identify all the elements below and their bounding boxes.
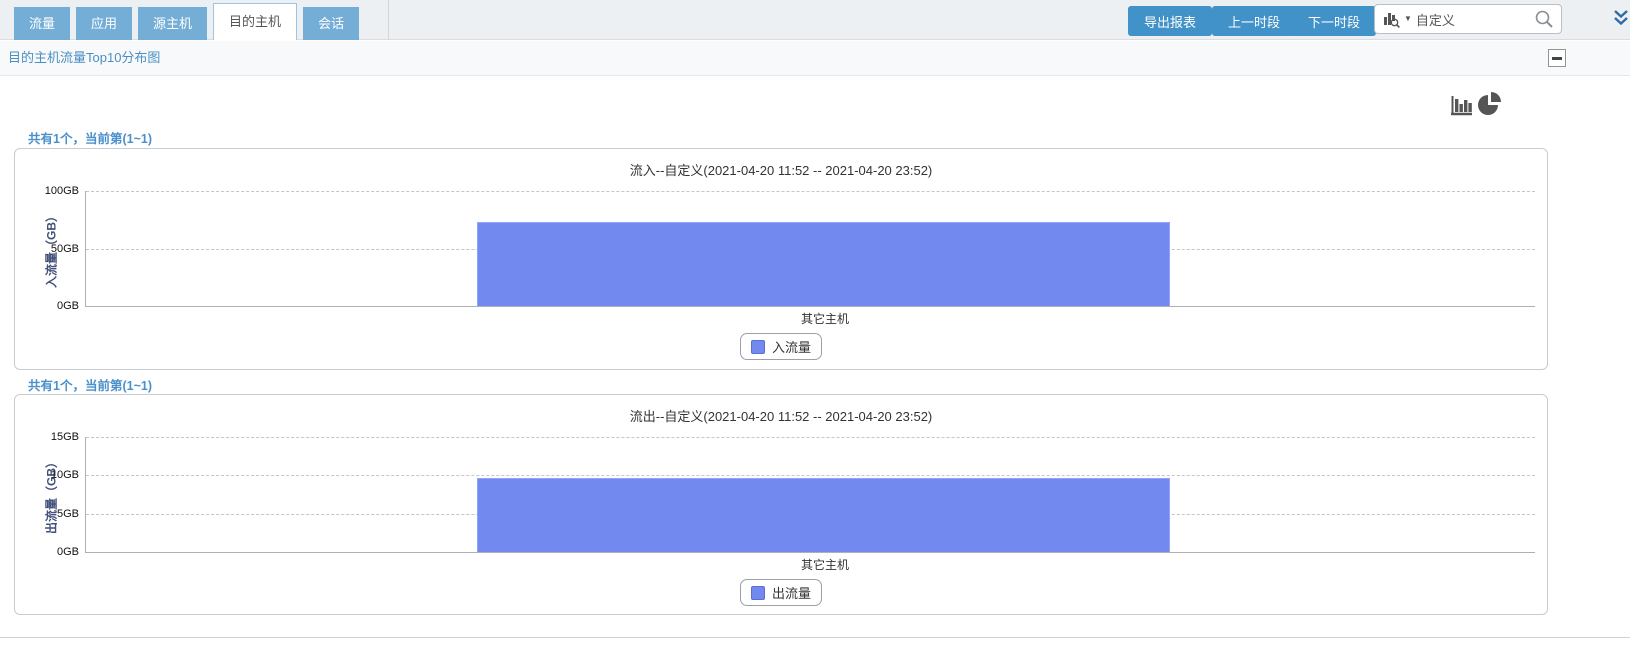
time-range-search-box[interactable]: ▼ [1374, 4, 1562, 34]
export-report-button[interactable]: 导出报表 [1128, 6, 1213, 36]
next-period-button[interactable]: 下一时段 [1292, 6, 1377, 36]
legend[interactable]: 出流量 [739, 579, 823, 606]
legend-label: 入流量 [771, 340, 812, 355]
gridline [86, 437, 1535, 438]
tab-bar: 流量 应用 源主机 目的主机 会话 [14, 3, 360, 40]
legend-swatch [750, 339, 765, 354]
search-icon[interactable] [1534, 9, 1554, 29]
pie-chart-icon[interactable] [1477, 92, 1502, 116]
pane-divider [388, 0, 389, 40]
y-axis-label: 出流量（GB） [44, 455, 59, 535]
report-type-caret-icon[interactable]: ▼ [1404, 14, 1412, 23]
main-content: 共有1个，当前第(1~1) 流入--自定义(2021-04-20 11:52 -… [0, 76, 1630, 637]
bottom-divider [0, 637, 1630, 638]
prev-period-button[interactable]: 上一时段 [1212, 6, 1297, 36]
page-title: 目的主机流量Top10分布图 [8, 50, 161, 65]
bar-其它主机[interactable] [477, 222, 1170, 306]
x-category-label: 其它主机 [800, 312, 849, 326]
legend[interactable]: 入流量 [739, 333, 823, 360]
plot-area: 0GB 5GB 10GB 15GB 其它主机 [51, 431, 1535, 572]
pager-outbound: 共有1个，当前第(1~1) [28, 379, 152, 393]
tab-traffic[interactable]: 流量 [14, 7, 71, 40]
inbound-chart-panel: 流入--自定义(2021-04-20 11:52 -- 2021-04-20 2… [14, 148, 1548, 370]
double-chevron-down-icon[interactable] [1613, 9, 1629, 31]
gridline [86, 191, 1535, 192]
bar-其它主机[interactable] [477, 478, 1170, 552]
top-tab-strip: 流量 应用 源主机 目的主机 会话 导出报表 上一时段 下一时段 ▼ [0, 0, 1630, 40]
y-tick-label: 10GB [50, 469, 79, 482]
chart-type-toggle [1451, 92, 1502, 116]
minus-icon [1552, 56, 1562, 60]
legend-swatch [750, 585, 765, 600]
chart-title: 流入--自定义(2021-04-20 11:52 -- 2021-04-20 2… [629, 163, 933, 178]
y-tick-label: 0GB [56, 546, 79, 558]
y-tick-label: 5GB [56, 507, 79, 520]
y-tick-label: 15GB [50, 431, 79, 443]
section-title-bar: 目的主机流量Top10分布图 [0, 41, 1630, 76]
bar-chart-icon[interactable] [1451, 94, 1472, 116]
plot-area: 0GB 50GB 100GB 其它主机 [45, 185, 1535, 326]
tab-dest-host[interactable]: 目的主机 [213, 3, 298, 40]
time-range-input[interactable] [1415, 11, 1530, 27]
collapse-panel-button[interactable] [1548, 49, 1566, 67]
y-tick-label: 50GB [50, 242, 79, 255]
chart-title: 流出--自定义(2021-04-20 11:52 -- 2021-04-20 2… [629, 409, 933, 424]
tab-session[interactable]: 会话 [303, 7, 360, 40]
outbound-chart-panel: 流出--自定义(2021-04-20 11:52 -- 2021-04-20 2… [14, 394, 1548, 615]
x-category-label: 其它主机 [800, 558, 849, 572]
legend-label: 出流量 [771, 586, 812, 601]
tab-application[interactable]: 应用 [76, 7, 133, 40]
gridline [86, 475, 1535, 477]
y-tick-label: 100GB [44, 185, 79, 197]
y-tick-label: 0GB [56, 300, 79, 312]
report-type-icon[interactable] [1382, 10, 1400, 28]
tab-source-host[interactable]: 源主机 [138, 7, 208, 40]
pager-inbound: 共有1个，当前第(1~1) [28, 132, 152, 146]
